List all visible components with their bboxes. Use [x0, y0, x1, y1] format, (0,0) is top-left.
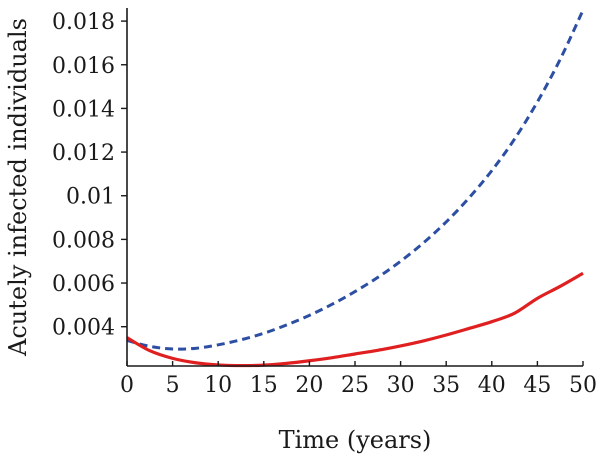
y-axis-ticks: 0.004 0.006 0.008 0.01 0.012 0.014 0.016 0.018 [52, 10, 127, 341]
x-tick-label: 50 [569, 373, 597, 398]
x-tick-label: 20 [295, 373, 323, 398]
x-tick-label: 35 [432, 373, 460, 398]
x-axis-ticks: 0 5 10 15 20 25 30 35 40 45 50 [120, 361, 597, 398]
x-tick-label: 10 [204, 373, 232, 398]
y-tick-label: 0.008 [52, 228, 115, 253]
x-tick-label: 40 [478, 373, 506, 398]
y-tick-label: 0.01 [66, 185, 115, 210]
x-tick-label: 15 [250, 373, 278, 398]
x-tick-label: 45 [523, 373, 551, 398]
y-tick-label: 0.016 [52, 54, 115, 79]
x-axis-title: Time (years) [279, 426, 432, 454]
y-axis-title: Acutely infected individuals [4, 18, 32, 357]
y-tick-label: 0.004 [52, 316, 115, 341]
y-tick-label: 0.012 [52, 141, 115, 166]
dashed-series-line [126, 9, 585, 351]
solid-series-line [126, 271, 584, 368]
y-tick-label: 0.014 [52, 97, 115, 122]
y-tick-label: 0.006 [52, 272, 115, 297]
x-tick-label: 0 [120, 373, 134, 398]
y-tick-label: 0.018 [52, 10, 115, 35]
series-layer [126, 9, 585, 368]
x-tick-label: 5 [166, 373, 180, 398]
x-tick-label: 30 [387, 373, 415, 398]
x-tick-label: 25 [341, 373, 369, 398]
